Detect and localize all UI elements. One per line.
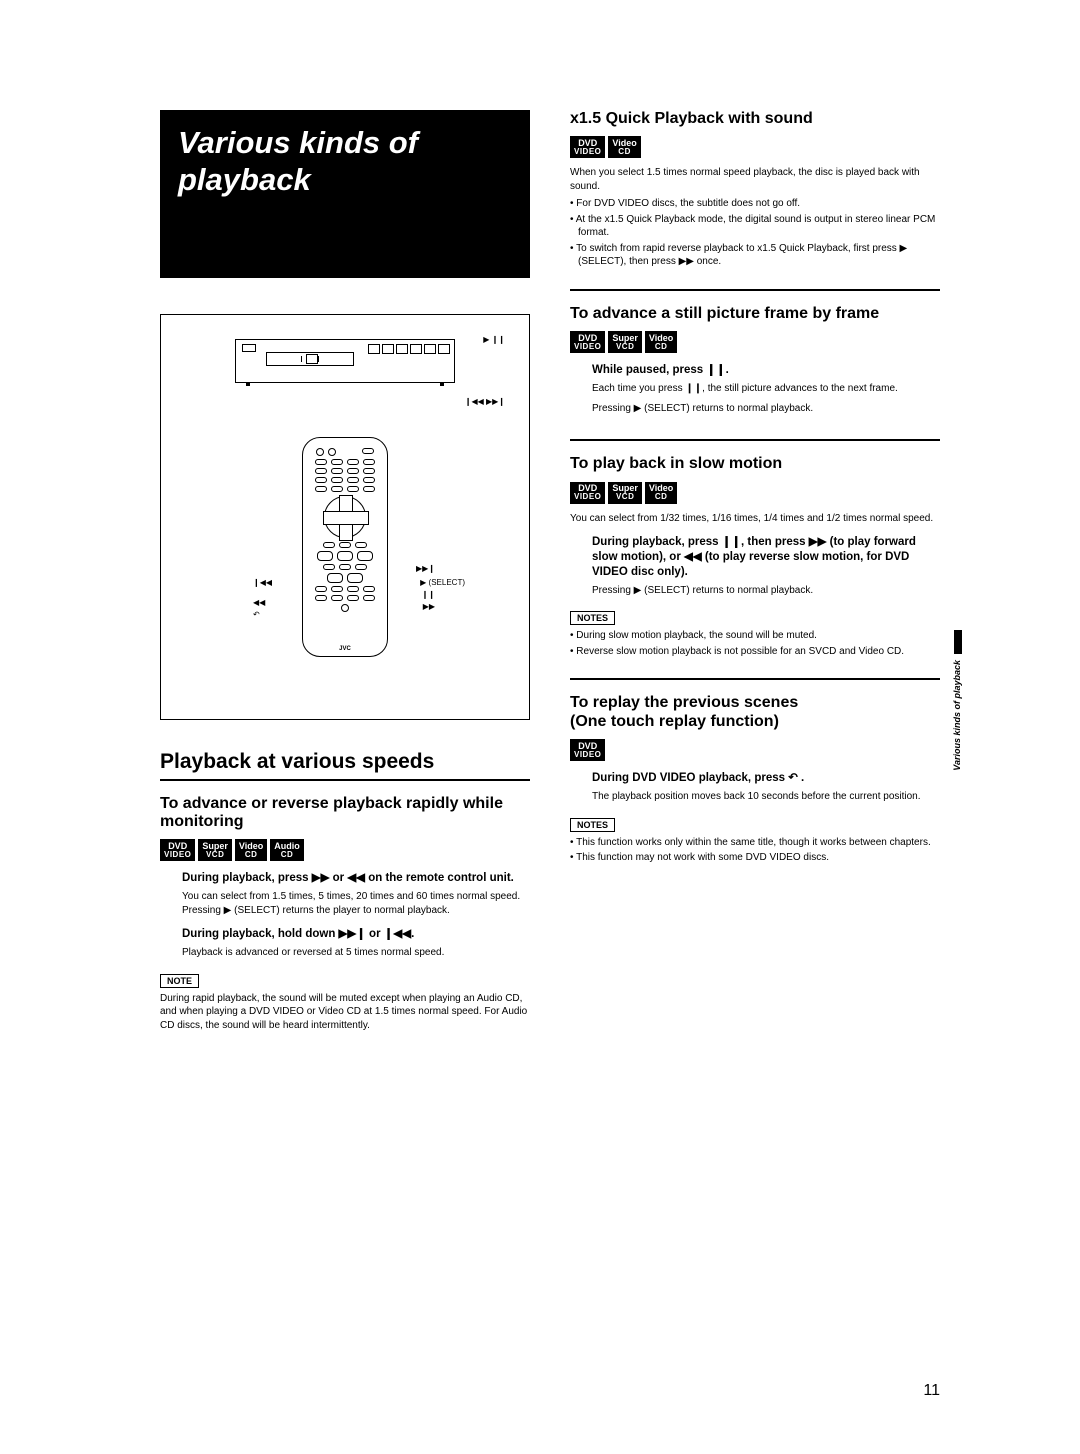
- disc-badge: SuperVCD: [608, 331, 642, 353]
- h3-still-frame: To advance a still picture frame by fram…: [570, 305, 940, 323]
- disc-badge: DVDVIDEO: [570, 331, 605, 353]
- label-prev-next: ❙◀◀ ▶▶❙: [465, 397, 505, 406]
- disc-badge: DVDVIDEO: [160, 839, 195, 861]
- instruction: During playback, press ▶▶ or ◀◀ on the r…: [182, 871, 530, 886]
- badges-row: DVDVIDEO: [570, 739, 940, 761]
- body-text: You can select from 1.5 times, 5 times, …: [182, 890, 530, 917]
- disc-badge: SuperVCD: [608, 482, 642, 504]
- bullet-item: To switch from rapid reverse playback to…: [570, 242, 940, 269]
- bullet-item: At the x1.5 Quick Playback mode, the dig…: [570, 213, 940, 240]
- instruction: During playback, hold down ▶▶❙ or ❙◀◀.: [182, 927, 530, 942]
- bullet-list: This function works only within the same…: [570, 836, 940, 865]
- label-play-pause: ▶ ❙❙: [483, 335, 505, 344]
- note-text: During rapid playback, the sound will be…: [160, 992, 530, 1033]
- badges-row: DVDVIDEOSuperVCDVideoCDAudioCD: [160, 839, 530, 861]
- page-title: Various kinds of playback: [178, 124, 512, 198]
- h3-slow-motion: To play back in slow motion: [570, 455, 940, 473]
- note-label: NOTE: [160, 974, 199, 988]
- badges-row: DVDVIDEOSuperVCDVideoCD: [570, 482, 940, 504]
- note-label: NOTES: [570, 818, 615, 832]
- side-tab: Various kinds of playback: [952, 630, 962, 830]
- remote-lbl-prev: ❙◀◀: [253, 578, 272, 587]
- remote-brand: JVC: [303, 646, 387, 652]
- bullet-list: For DVD VIDEO discs, the subtitle does n…: [570, 197, 940, 269]
- device-diagram: ▶ ❙❙ ❙◀◀ ▶▶❙ JVC: [160, 314, 530, 720]
- bullet-item: During slow motion playback, the sound w…: [570, 629, 940, 643]
- h3-advance-reverse: To advance or reverse playback rapidly w…: [160, 795, 530, 832]
- instruction: During playback, press ❙❙, then press ▶▶…: [592, 535, 940, 580]
- body-text: Pressing ▶ (SELECT) returns to normal pl…: [592, 402, 940, 416]
- disc-badge: VideoCD: [645, 482, 677, 504]
- remote-lbl-rw: ◀◀: [253, 598, 265, 607]
- body-text: The playback position moves back 10 seco…: [592, 790, 940, 804]
- body-text: Pressing ▶ (SELECT) returns to normal pl…: [592, 584, 940, 598]
- disc-badge: AudioCD: [270, 839, 304, 861]
- title-box: Various kinds of playback: [160, 110, 530, 278]
- divider: [570, 439, 940, 441]
- body-text: You can select from 1/32 times, 1/16 tim…: [570, 512, 940, 526]
- bullet-item: This function may not work with some DVD…: [570, 851, 940, 865]
- remote-lbl-ff: ▶▶: [423, 602, 435, 611]
- disc-badge: DVDVIDEO: [570, 739, 605, 761]
- remote-lbl-next: ▶▶❙: [416, 564, 435, 573]
- remote-lbl-select: ▶ (SELECT): [420, 578, 465, 587]
- disc-badge: VideoCD: [645, 331, 677, 353]
- h2-playback-speeds: Playback at various speeds: [160, 750, 530, 774]
- page-content: Various kinds of playback ▶ ❙❙ ❙◀◀ ▶▶❙: [160, 110, 940, 1036]
- bullet-item: Reverse slow motion playback is not poss…: [570, 645, 940, 659]
- side-tab-text: Various kinds of playback: [952, 660, 962, 771]
- page-number: 11: [923, 1382, 940, 1400]
- disc-badge: DVDVIDEO: [570, 136, 605, 158]
- disc-badge: SuperVCD: [198, 839, 232, 861]
- right-column: x1.5 Quick Playback with sound DVDVIDEOV…: [570, 110, 940, 1036]
- remote-outline: JVC ▶▶❙ ▶ (SELECT) ❙❙ ▶▶ ❙◀◀ ◀◀ ↶: [302, 437, 388, 657]
- instruction: While paused, press ❙❙.: [592, 363, 940, 378]
- h3-replay: To replay the previous scenes(One touch …: [570, 694, 940, 731]
- left-column: Various kinds of playback ▶ ❙❙ ❙◀◀ ▶▶❙: [160, 110, 530, 1036]
- body-text: Playback is advanced or reversed at 5 ti…: [182, 946, 530, 960]
- note-label: NOTES: [570, 611, 615, 625]
- bullet-list: During slow motion playback, the sound w…: [570, 629, 940, 658]
- bullet-item: This function works only within the same…: [570, 836, 940, 850]
- body-text: Each time you press ❙❙, the still pictur…: [592, 382, 940, 396]
- badges-row: DVDVIDEOSuperVCDVideoCD: [570, 331, 940, 353]
- h3-quick-playback: x1.5 Quick Playback with sound: [570, 110, 940, 128]
- dvd-player-outline: [235, 339, 455, 383]
- divider: [160, 779, 530, 781]
- disc-badge: VideoCD: [235, 839, 267, 861]
- divider: [570, 289, 940, 291]
- disc-badge: DVDVIDEO: [570, 482, 605, 504]
- divider: [570, 678, 940, 680]
- badges-row: DVDVIDEOVideoCD: [570, 136, 940, 158]
- body-text: When you select 1.5 times normal speed p…: [570, 166, 940, 193]
- remote-lbl-pause: ❙❙: [422, 590, 435, 599]
- instruction: During DVD VIDEO playback, press ↶ .: [592, 771, 940, 786]
- disc-badge: VideoCD: [608, 136, 640, 158]
- bullet-item: For DVD VIDEO discs, the subtitle does n…: [570, 197, 940, 211]
- remote-lbl-replay: ↶: [253, 610, 260, 619]
